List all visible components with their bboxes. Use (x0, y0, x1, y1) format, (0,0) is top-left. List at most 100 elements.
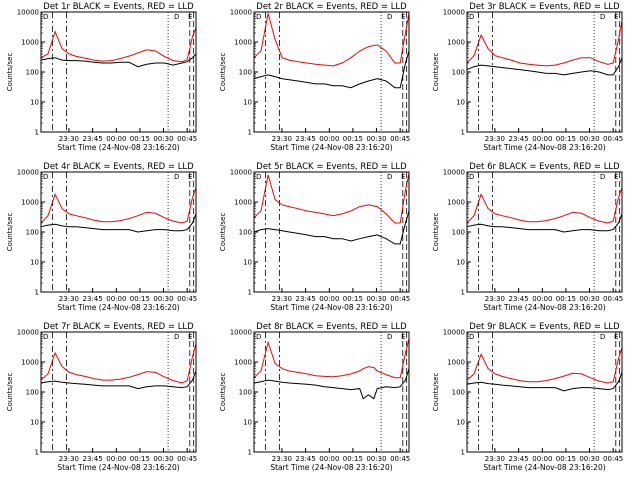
corner-label: D (469, 333, 474, 341)
x-tick-label: 00:00 (106, 455, 126, 463)
x-axis-title: Start Time (24-Nov-08 23:16:20) (57, 143, 179, 152)
corner-label: D (256, 333, 261, 341)
x-tick-label: 00:15 (343, 135, 363, 143)
corner-label: D (387, 333, 392, 341)
panel-title: Det 9r BLACK = Events, RED = LLD (469, 322, 620, 332)
corner-label: D (174, 173, 179, 181)
y-tick-label: 10000 (230, 169, 252, 177)
y-tick-label: 1000 (447, 39, 465, 47)
y-tick-label: 1 (248, 449, 252, 457)
y-tick-label: 1000 (234, 39, 252, 47)
series-line-red (40, 187, 197, 224)
x-tick-label: 23:45 (296, 455, 316, 463)
x-tick-label: 23:45 (83, 135, 103, 143)
corner-label: D (256, 13, 261, 21)
series-line-red (466, 187, 623, 224)
y-tick-label: 100 (239, 389, 252, 397)
corner-label: D (43, 13, 48, 21)
y-tick-label: 1 (35, 129, 39, 137)
corner-label: D (600, 173, 605, 181)
corner-label: D (174, 333, 179, 341)
x-axis-title: Start Time (24-Nov-08 23:16:20) (57, 463, 179, 472)
x-tick-label: 00:15 (556, 295, 576, 303)
y-tick-label: 1 (35, 289, 39, 297)
y-tick-label: 1 (35, 449, 39, 457)
corner-label: D (43, 173, 48, 181)
series-line-black (253, 210, 410, 245)
x-tick-label: 23:30 (485, 135, 505, 143)
y-tick-label: 10 (456, 419, 465, 427)
y-tick-label: 10000 (230, 9, 252, 17)
corner-label: E (188, 333, 192, 341)
x-tick-label: 00:30 (579, 455, 599, 463)
x-tick-label: 00:15 (556, 455, 576, 463)
x-tick-label: 00:30 (579, 135, 599, 143)
series-line-black (40, 370, 197, 390)
series-line-red (466, 347, 623, 384)
y-tick-label: 100 (26, 229, 39, 237)
y-axis-title: Counts/sec (432, 53, 440, 92)
y-tick-label: 1000 (447, 199, 465, 207)
x-tick-label: 23:30 (59, 295, 79, 303)
y-tick-label: 100 (452, 69, 465, 77)
y-tick-label: 1000 (234, 359, 252, 367)
y-axis-title: Counts/sec (6, 53, 14, 92)
y-tick-label: 1000 (21, 199, 39, 207)
series-line-red (466, 20, 623, 67)
corner-label: D (469, 13, 474, 21)
corner-label: D (600, 333, 605, 341)
x-axis-title: Start Time (24-Nov-08 23:16:20) (483, 143, 605, 152)
x-axis-title: Start Time (24-Nov-08 23:16:20) (270, 143, 392, 152)
series-line-black (40, 213, 197, 233)
corner-label: E (614, 13, 618, 21)
series-line-black (466, 213, 623, 233)
x-tick-label: 00:15 (343, 455, 363, 463)
x-tick-label: 00:30 (153, 455, 173, 463)
series-line-red (40, 27, 197, 63)
y-axis-title: Counts/sec (219, 53, 227, 92)
corner-label: D (600, 13, 605, 21)
corner-label: E (188, 13, 192, 21)
y-tick-label: 100 (26, 69, 39, 77)
corner-label: D (256, 173, 261, 181)
series-line-red (40, 343, 197, 384)
x-axis-title: Start Time (24-Nov-08 23:16:20) (270, 303, 392, 312)
panel-title: Det 3r BLACK = Events, RED = LLD (469, 2, 620, 12)
x-tick-label: 00:45 (177, 455, 197, 463)
x-axis-title: Start Time (24-Nov-08 23:16:20) (57, 303, 179, 312)
x-tick-label: 00:30 (579, 295, 599, 303)
y-tick-label: 10 (456, 99, 465, 107)
series-line-red (253, 13, 410, 67)
y-tick-label: 10 (30, 99, 39, 107)
x-tick-label: 00:00 (319, 295, 339, 303)
y-tick-label: 1 (248, 129, 252, 137)
x-tick-label: 00:00 (106, 295, 126, 303)
x-tick-label: 23:30 (485, 295, 505, 303)
x-tick-label: 00:15 (130, 455, 150, 463)
y-tick-label: 1000 (21, 359, 39, 367)
panel-title: Det 1r BLACK = Events, RED = LLD (43, 2, 194, 12)
x-tick-label: 23:45 (509, 135, 529, 143)
x-tick-label: 23:45 (296, 295, 316, 303)
y-tick-label: 10 (30, 419, 39, 427)
y-tick-label: 1 (248, 289, 252, 297)
x-tick-label: 00:45 (177, 135, 197, 143)
corner-label: D (469, 173, 474, 181)
y-tick-label: 100 (452, 229, 465, 237)
x-tick-label: 00:45 (603, 295, 623, 303)
x-axis-title: Start Time (24-Nov-08 23:16:20) (483, 463, 605, 472)
x-tick-label: 23:30 (485, 455, 505, 463)
y-axis-title: Counts/sec (6, 373, 14, 412)
y-tick-label: 1 (461, 449, 465, 457)
y-axis-title: Counts/sec (6, 213, 14, 252)
series-line-black (40, 53, 197, 68)
series-line-red (253, 338, 410, 379)
